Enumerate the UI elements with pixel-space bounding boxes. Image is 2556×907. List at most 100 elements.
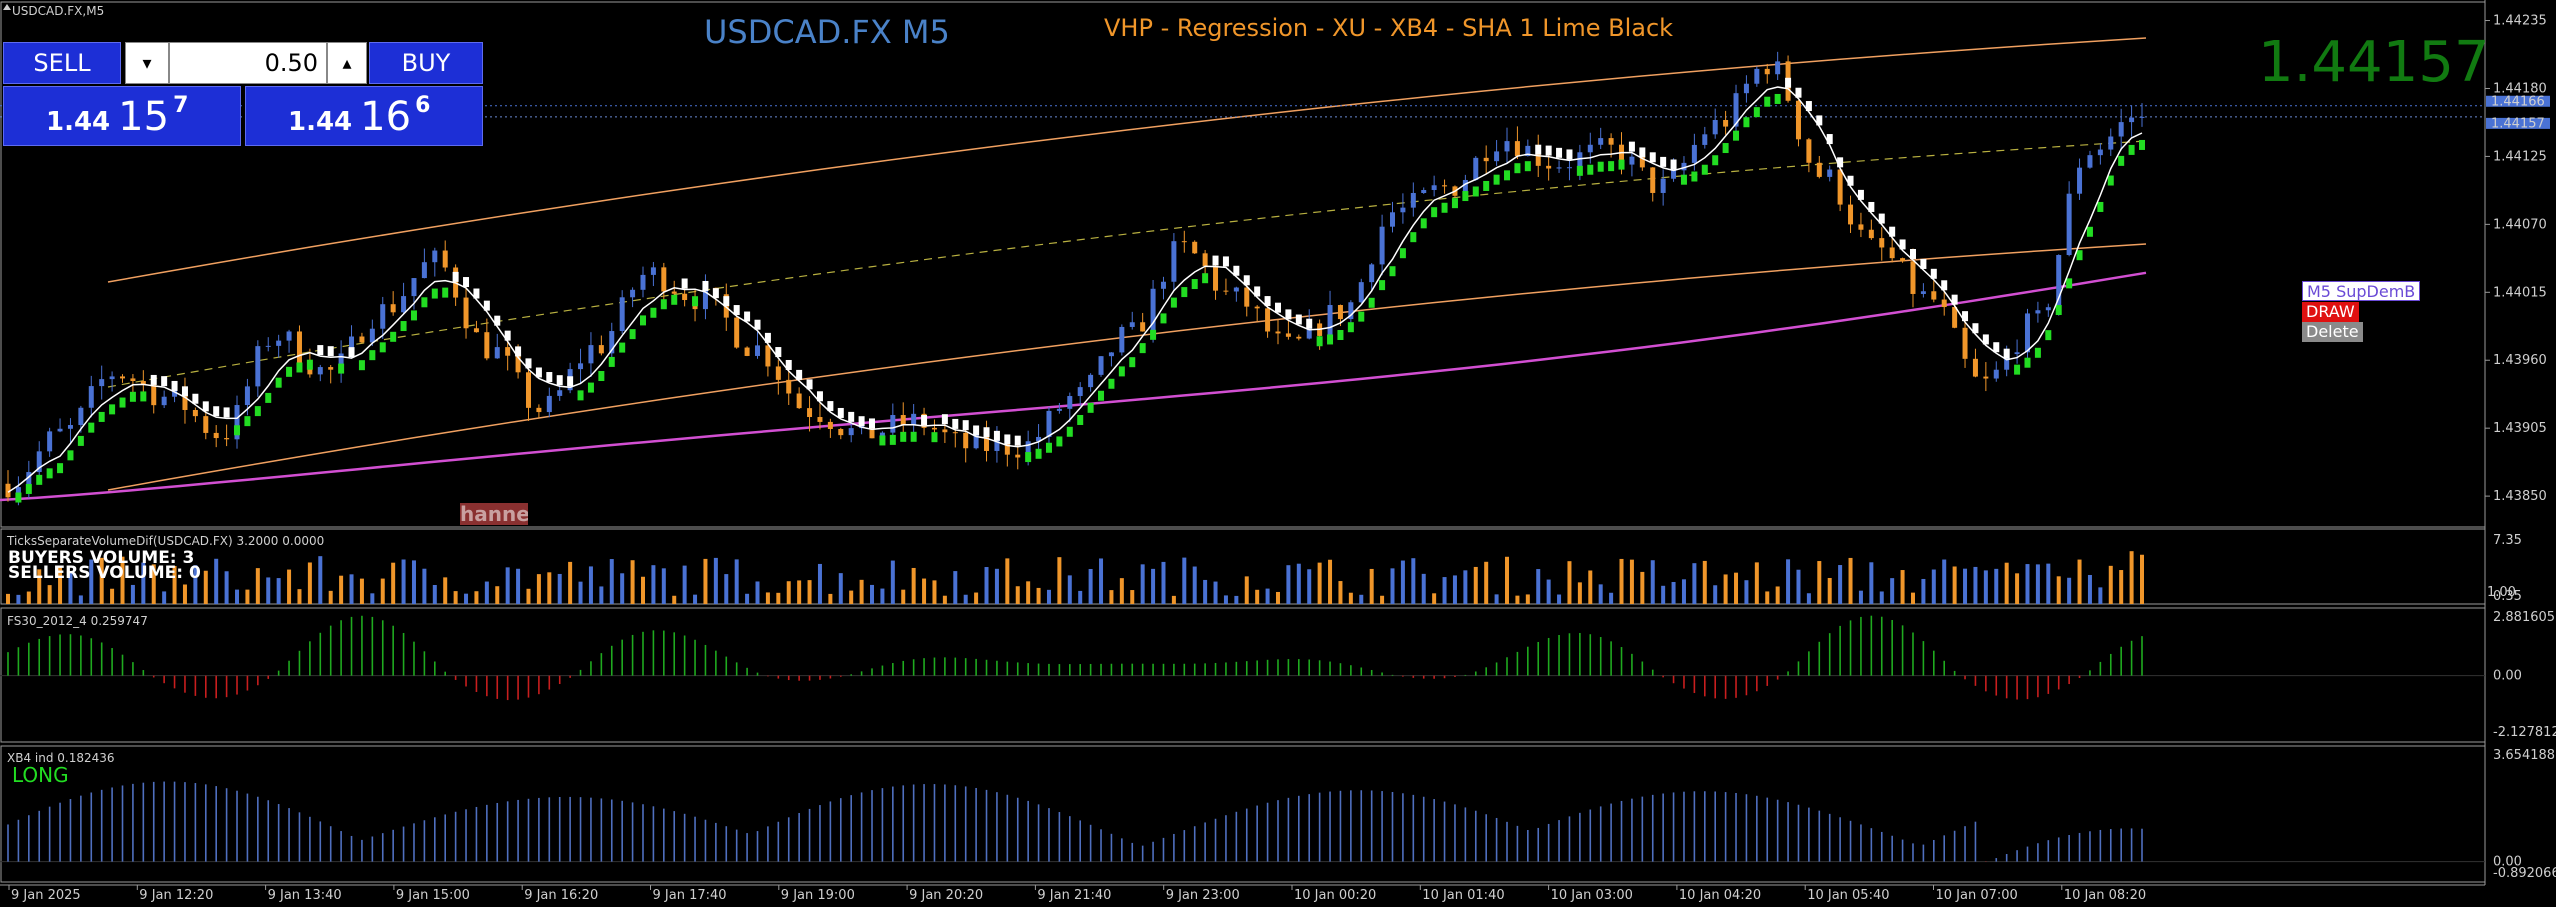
heiken-block-up xyxy=(910,431,917,442)
candle-body xyxy=(1140,322,1146,332)
heiken-block-up xyxy=(2066,278,2073,289)
candle-body xyxy=(1681,162,1687,171)
heiken-block-down xyxy=(785,359,792,370)
volume-bar xyxy=(1786,559,1791,604)
volume-bar xyxy=(2067,577,2072,604)
volume-bar xyxy=(411,560,416,604)
candle-body xyxy=(67,425,73,429)
heiken-block-down xyxy=(1785,77,1792,88)
candle-body xyxy=(203,416,209,433)
candle-body xyxy=(234,405,240,440)
lot-increase-button[interactable]: ▴ xyxy=(327,42,367,84)
volume-bar xyxy=(547,572,552,604)
volume-bar xyxy=(47,585,52,604)
heiken-block-up xyxy=(879,435,886,446)
heiken-block-up xyxy=(619,342,626,353)
heiken-block-down xyxy=(1982,334,1989,345)
lot-size-input[interactable]: 0.50 xyxy=(169,42,327,84)
volume-bar xyxy=(1629,559,1634,604)
lot-decrease-button[interactable]: ▾ xyxy=(125,42,169,84)
volume-bars-group xyxy=(6,551,2144,604)
candle-body xyxy=(1764,68,1770,75)
heiken-block-down xyxy=(848,411,855,422)
volume-bar xyxy=(1494,594,1499,604)
heiken-block-down xyxy=(1264,296,1271,307)
volume-bar xyxy=(505,567,510,604)
heiken-block-up xyxy=(1399,248,1406,259)
heiken-block-up xyxy=(2045,330,2052,341)
volume-bar xyxy=(2004,562,2009,604)
candle-body xyxy=(1462,179,1468,196)
candle-body xyxy=(99,379,105,387)
volume-bar xyxy=(1994,568,1999,604)
volume-bar xyxy=(828,593,833,604)
heiken-block-down xyxy=(1930,268,1937,279)
heiken-block-down xyxy=(993,430,1000,441)
time-tick-label: 10 Jan 03:00 xyxy=(1551,888,1633,903)
candle-body xyxy=(369,328,375,343)
candle-body xyxy=(1233,287,1239,292)
heiken-block-up xyxy=(1774,93,1781,104)
candle-body xyxy=(2077,167,2083,194)
volume-bar xyxy=(1411,558,1416,604)
candle-body xyxy=(1920,291,1926,294)
sell-price-button[interactable]: 1.44 15 7 xyxy=(3,86,241,146)
volume-bar xyxy=(1057,557,1062,604)
heiken-block-down xyxy=(962,420,969,431)
volume-bar xyxy=(661,568,666,604)
heiken-block-down xyxy=(327,346,334,357)
candle-body xyxy=(349,336,355,354)
buy-price-button[interactable]: 1.44 16 6 xyxy=(245,86,483,146)
buy-button[interactable]: BUY xyxy=(369,42,483,84)
volume-bar xyxy=(765,592,770,604)
candle-body xyxy=(2139,116,2145,118)
heiken-block-up xyxy=(931,432,938,443)
volume-bar xyxy=(557,573,562,604)
volume-bar xyxy=(2119,570,2124,604)
candle-body xyxy=(1816,162,1822,177)
volume-bar xyxy=(162,591,167,604)
heiken-block-down xyxy=(1243,275,1250,286)
volume-bar xyxy=(151,564,156,604)
supdem-label[interactable]: M5 SupDemB xyxy=(2302,281,2421,301)
heiken-block-up xyxy=(1608,161,1615,172)
candle-body xyxy=(755,345,761,356)
heiken-block-up xyxy=(57,463,64,474)
candle-body xyxy=(15,487,21,498)
heiken-block-up xyxy=(1077,414,1084,425)
heiken-block-up xyxy=(67,450,74,461)
sell-button[interactable]: SELL xyxy=(3,42,121,84)
heiken-block-down xyxy=(827,401,834,412)
candle-body xyxy=(1088,374,1094,388)
time-tick-label: 9 Jan 19:00 xyxy=(781,888,855,903)
heiken-block-up xyxy=(671,294,678,305)
heiken-block-down xyxy=(192,393,199,404)
heiken-block-down xyxy=(973,425,980,436)
candle-body xyxy=(5,483,11,498)
heiken-block-up xyxy=(98,411,105,422)
fs30-panel-title: FS30_2012_4 0.259747 xyxy=(7,614,148,628)
volume-bar xyxy=(1484,561,1489,604)
delete-button[interactable]: Delete xyxy=(2302,322,2363,342)
fs30-tick-bottom: -2.127812 xyxy=(2493,725,2556,740)
candle-body xyxy=(848,428,854,436)
time-tick-label: 10 Jan 05:40 xyxy=(1807,888,1889,903)
time-tick-label: 9 Jan 13:40 xyxy=(268,888,342,903)
heiken-block-up xyxy=(1056,436,1063,447)
volume-bar xyxy=(214,558,219,604)
volume-bar xyxy=(1963,568,1968,604)
candle-body xyxy=(1306,323,1312,339)
draw-button[interactable]: DRAW xyxy=(2302,302,2359,322)
heiken-block-down xyxy=(161,376,168,387)
heiken-block-up xyxy=(265,392,272,403)
heiken-block-up xyxy=(577,390,584,401)
volume-bar xyxy=(807,580,812,604)
heiken-block-up xyxy=(1087,402,1094,413)
sell-price-fraction: 7 xyxy=(173,93,189,118)
volume-bar xyxy=(1692,563,1697,604)
volume-bar xyxy=(630,560,635,604)
window-menu-icon xyxy=(3,4,11,10)
candle-body xyxy=(2035,310,2041,314)
heiken-block-up xyxy=(692,296,699,307)
